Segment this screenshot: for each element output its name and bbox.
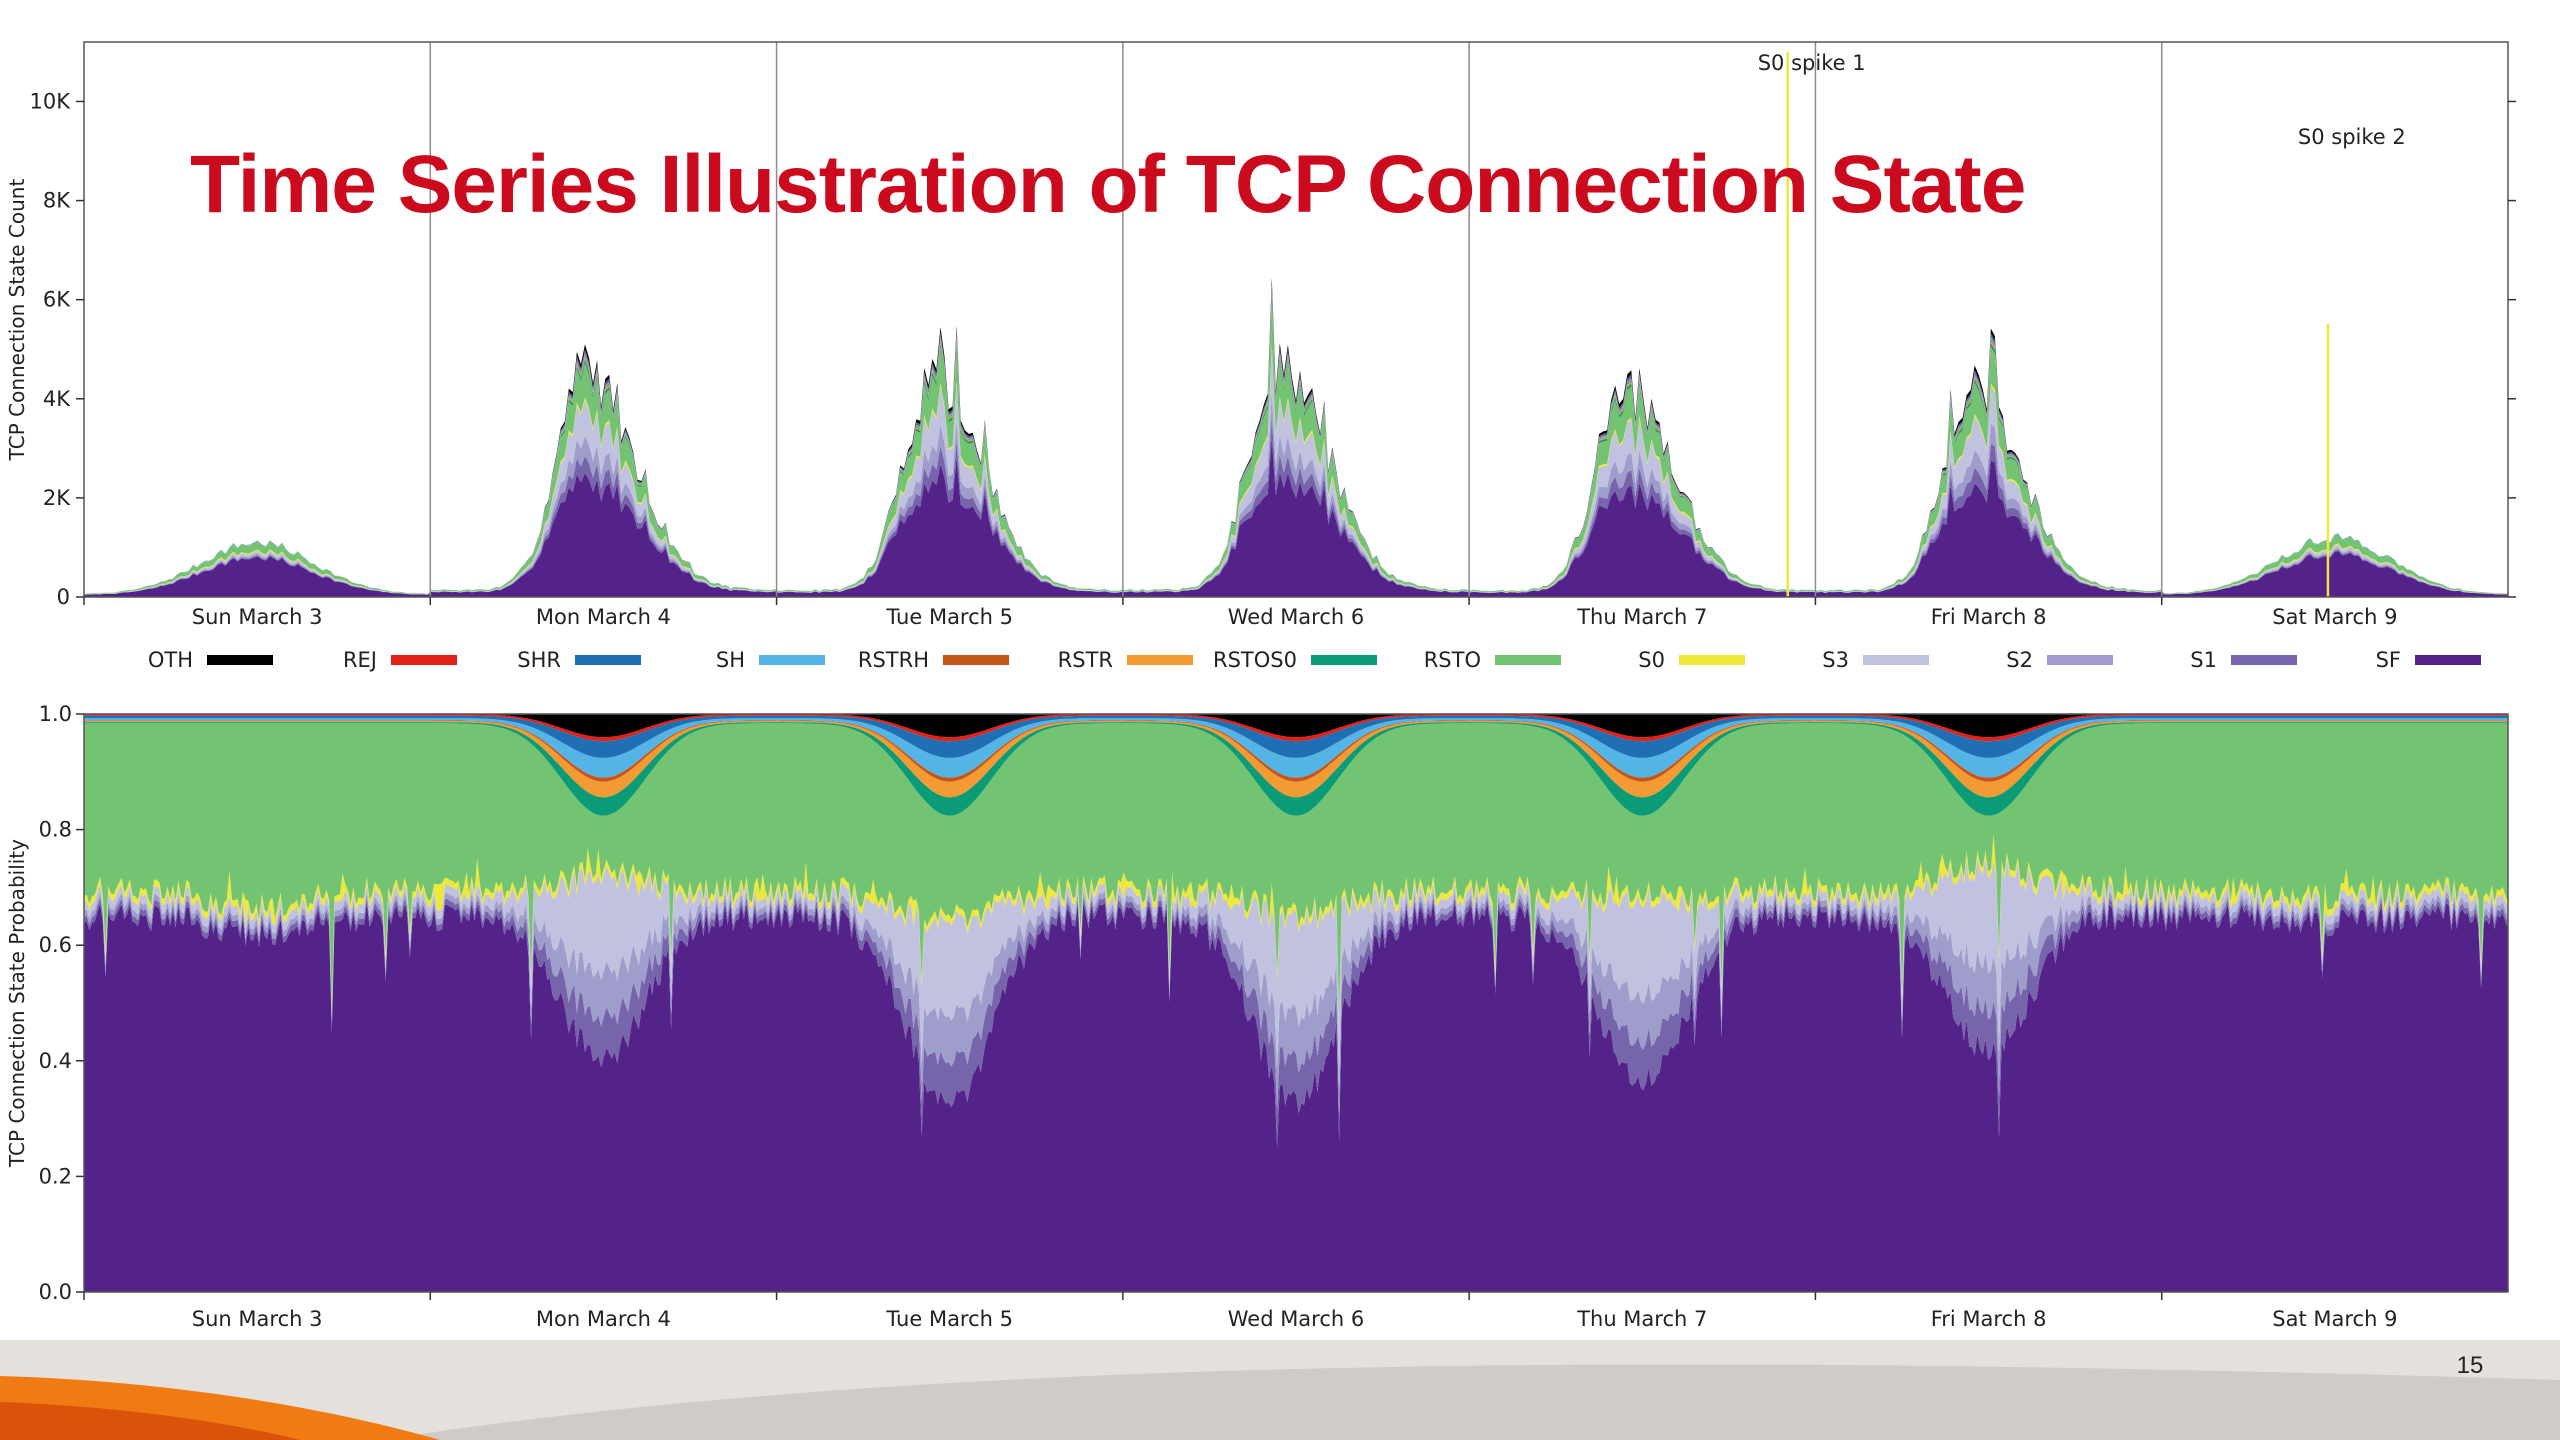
legend-label-s1: S1 — [2190, 648, 2217, 672]
probability-area-rsto — [84, 723, 2508, 1020]
count-ytick-label: 6K — [43, 288, 71, 312]
count-ytick-label: 10K — [30, 89, 72, 113]
count-area-sf — [84, 438, 2508, 597]
footer-band — [0, 1340, 2560, 1440]
legend-label-rstos0: RSTOS0 — [1213, 648, 1297, 672]
legend-label-s3: S3 — [1822, 648, 1849, 672]
legend-swatch-s2 — [2047, 655, 2113, 665]
legend-label-s2: S2 — [2006, 648, 2033, 672]
probability-ytick-label: 0.2 — [39, 1164, 72, 1188]
probability-area-sh — [84, 718, 2508, 778]
legend-label-s0: S0 — [1638, 648, 1665, 672]
count-ytick-label: 0 — [57, 585, 70, 609]
probability-xtick-label: Sun March 3 — [192, 1307, 323, 1331]
count-chart-panel: S0 spike 1 S0 spike 2 0 2K 4K 6K 8K 10K Sun Marc… — [5, 41, 2516, 629]
count-xtick-label: Thu March 7 — [1576, 605, 1707, 629]
legend-swatch-rstr — [1127, 655, 1193, 665]
footer-orange-swoosh-dark — [0, 1402, 300, 1440]
legend-swatch-rstos0 — [1311, 655, 1377, 665]
probability-area-s1 — [84, 896, 2508, 1147]
probability-ylabel: TCP Connection State Probability — [5, 839, 29, 1168]
probability-area-oth — [84, 714, 2508, 738]
probability-plot-frame — [83, 713, 2509, 1293]
probability-chart-panel: 0.0 0.2 0.4 0.6 0.8 1.0 Sun March 3 Mon March 4… — [5, 702, 2509, 1331]
count-xtick-label: Mon March 4 — [536, 605, 671, 629]
legend-label-sh: SH — [716, 648, 745, 672]
legend-label-rstrh: RSTRH — [858, 648, 929, 672]
probability-xtick-label: Sat March 9 — [2272, 1307, 2397, 1331]
legend-swatch-rstrh — [943, 655, 1009, 665]
count-ytick-label: 8K — [43, 189, 71, 213]
count-xtick-label: Tue March 5 — [885, 605, 1013, 629]
legend-swatch-oth — [207, 655, 273, 665]
legend-swatch-shr — [575, 655, 641, 665]
probability-area-rstr — [84, 720, 2508, 798]
probability-ytick-label: 0.4 — [39, 1049, 72, 1073]
probability-area-shr — [84, 715, 2508, 758]
probability-area-s0 — [84, 834, 2508, 1027]
count-ytick-label: 2K — [43, 486, 71, 510]
probability-xtick-label: Mon March 4 — [536, 1307, 671, 1331]
s0-spike-label: S0 spike 2 — [2298, 125, 2406, 149]
count-ylabel: TCP Connection State Count — [5, 179, 29, 462]
legend-swatch-sh — [759, 655, 825, 665]
legend-label-rsto: RSTO — [1424, 648, 1481, 672]
legend-swatch-s1 — [2231, 655, 2297, 665]
probability-xtick-label: Wed March 6 — [1228, 1307, 1365, 1331]
legend-label-oth: OTH — [148, 648, 193, 672]
legend-swatch-rsto — [1495, 655, 1561, 665]
probability-area-sf — [84, 902, 2508, 1292]
probability-ytick-label: 0.8 — [39, 818, 72, 842]
probability-xtick-label: Tue March 5 — [885, 1307, 1013, 1331]
legend-swatch-s3 — [1863, 655, 1929, 665]
legend-label-sf: SF — [2376, 648, 2401, 672]
footer-light-wave — [380, 1364, 2560, 1440]
legend-swatch-s0 — [1679, 655, 1745, 665]
count-xtick-label: Wed March 6 — [1228, 605, 1365, 629]
s0-spike-label: S0 spike 1 — [1758, 51, 1866, 75]
slide-title: Time Series Illustration of TCP Connecti… — [190, 139, 2026, 230]
legend-label-shr: SHR — [517, 648, 561, 672]
probability-area-s3 — [84, 857, 2508, 1086]
count-ytick-label: 4K — [43, 387, 71, 411]
probability-xtick-label: Fri March 8 — [1931, 1307, 2047, 1331]
probability-ytick-label: 0.6 — [39, 933, 72, 957]
legend-swatch-sf — [2415, 655, 2481, 665]
count-xtick-label: Sat March 9 — [2272, 605, 2397, 629]
legend-label-rstr: RSTR — [1058, 648, 1113, 672]
count-xtick-label: Sun March 3 — [192, 605, 323, 629]
probability-ytick-label: 0.0 — [39, 1280, 72, 1304]
page-number: 15 — [2456, 1352, 2484, 1379]
chart-legend: OTH REJ SHR SH RSTRH RSTR RSTOS0 RSTO S0 S3 S2 S1 SF — [148, 648, 2481, 672]
count-plot-frame — [83, 41, 2509, 598]
probability-ytick-label: 1.0 — [39, 702, 72, 726]
count-xtick-label: Fri March 8 — [1931, 605, 2047, 629]
probability-xtick-label: Thu March 7 — [1576, 1307, 1707, 1331]
legend-label-rej: REJ — [343, 648, 377, 672]
probability-area-s2 — [84, 890, 2508, 1116]
legend-swatch-rej — [391, 655, 457, 665]
